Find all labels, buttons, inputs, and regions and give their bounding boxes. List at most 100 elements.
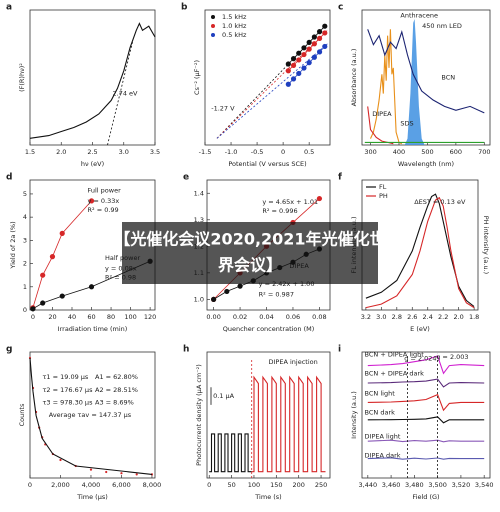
point (89, 468, 93, 471)
line (209, 433, 252, 473)
point (237, 283, 243, 289)
x-tick-label: 300 (364, 148, 376, 156)
x-tick-label: -1.0 (225, 148, 238, 156)
x-tick-label: -0.5 (251, 148, 264, 156)
x-tick-label: 4,000 (82, 481, 101, 489)
annotation: 2.74 eV (113, 90, 139, 98)
x-tick-label: 250 (315, 481, 327, 489)
fit-line (32, 200, 92, 308)
y-axis-label: Absorbance (a.u.) (350, 49, 358, 107)
annotation: g = 2.003 (436, 353, 468, 361)
annotation: DIPEA injection (269, 358, 318, 366)
annotation: ΔEST = 0.13 eV (414, 198, 466, 206)
annotation: y = 0.33x (88, 197, 120, 205)
series-label: Anthracene (400, 11, 438, 19)
x-tick-label: 40 (68, 313, 76, 321)
panel-label: a (6, 3, 12, 13)
x-tick-label: 2,000 (51, 481, 70, 489)
legend-swatch (211, 33, 215, 37)
series-label: SDS (400, 119, 413, 127)
y-tick-label: 0 (23, 306, 27, 314)
y-tick-label: 1 (23, 283, 27, 291)
y-tick-label: 1.3 (194, 216, 204, 224)
plot-frame (204, 9, 331, 146)
legend-swatch (211, 15, 215, 19)
y-axis-label: Yield of 2a (%) (9, 221, 17, 269)
line (367, 29, 485, 114)
panel-label: i (338, 345, 341, 355)
annotation: g = 2.024 (404, 354, 436, 362)
series-label: Full power (88, 186, 122, 194)
x-tick-label: 100 (124, 313, 136, 321)
annotation: -1.27 V (211, 105, 235, 113)
point (88, 284, 95, 290)
series-label: BCN (441, 74, 455, 82)
point (301, 65, 307, 71)
plot-frame (361, 351, 491, 479)
point (30, 306, 36, 312)
point (49, 254, 56, 260)
point (135, 473, 138, 476)
x-tick-label: 2.5 (87, 148, 97, 156)
x-tick-label: 0.02 (233, 313, 247, 321)
legend-label: PH (379, 192, 388, 200)
banner-line: 界会议】 (218, 256, 282, 275)
dashed-line (216, 23, 328, 139)
point (316, 49, 323, 55)
x-tick-label: 2.0 (56, 148, 66, 156)
x-tick-label: 80 (107, 313, 115, 321)
panel-label: g (6, 345, 12, 355)
x-tick-label: 3,540 (475, 481, 494, 489)
point (105, 470, 108, 474)
y-tick-label: 3 (23, 236, 27, 244)
point (59, 230, 65, 236)
series-label: BCN dark (365, 408, 396, 416)
point (316, 195, 323, 202)
x-tick-label: 0.5 (304, 148, 314, 156)
x-axis-label: Field (G) (412, 493, 439, 501)
x-tick-label: 3.5 (150, 148, 160, 156)
plot-frame (206, 351, 331, 479)
panel-label: f (338, 173, 342, 183)
x-tick-label: 400 (393, 148, 405, 156)
annotation: R² = 0.98 (105, 274, 136, 282)
y-axis-label: Photocurrent density (μA cm⁻²) (195, 364, 203, 466)
annotation: τ1 = 19.09 μs (43, 373, 89, 381)
point (285, 81, 291, 87)
series-label: DIPEA dark (365, 451, 401, 459)
x-tick-label: 2.4 (423, 313, 433, 321)
series-label: BCN light (365, 390, 396, 398)
point (306, 60, 312, 66)
point (311, 54, 317, 60)
y-tick-label: 4 (23, 213, 27, 221)
panel-label: d (6, 173, 12, 183)
x-axis-label: Wavelength (nm) (398, 160, 454, 168)
x-tick-label: 0 (31, 313, 35, 321)
panel-label: e (183, 173, 189, 183)
x-tick-label: 1.8 (469, 313, 479, 321)
point (40, 272, 46, 278)
x-tick-label: 3,460 (382, 481, 401, 489)
x-tick-label: 3,440 (359, 481, 378, 489)
x-axis-label: E (eV) (410, 325, 430, 333)
line (367, 439, 485, 443)
annotation: τ2 = 176.67 μs (43, 386, 94, 394)
x-tick-label: 3.0 (119, 148, 129, 156)
x-tick-label: 3,480 (405, 481, 424, 489)
x-tick-label: 3,500 (428, 481, 447, 489)
line (367, 416, 485, 424)
y-tick-label: 5 (23, 190, 27, 198)
series-label: BCN + DIPEA dark (365, 369, 425, 377)
x-tick-label: 1.5 (25, 148, 35, 156)
point (311, 41, 317, 47)
line (367, 457, 485, 460)
annotation: Average τav = 147.37 μs (49, 411, 132, 419)
plot-frame (361, 9, 491, 146)
x-tick-label: 8,000 (143, 481, 162, 489)
line (251, 375, 326, 473)
annotation: R² = 0.996 (262, 207, 297, 215)
x-axis-label: Time (μs) (76, 493, 108, 501)
y2-axis-label: PH intensity (a.u.) (482, 216, 490, 274)
point (290, 76, 297, 82)
area (404, 19, 425, 145)
